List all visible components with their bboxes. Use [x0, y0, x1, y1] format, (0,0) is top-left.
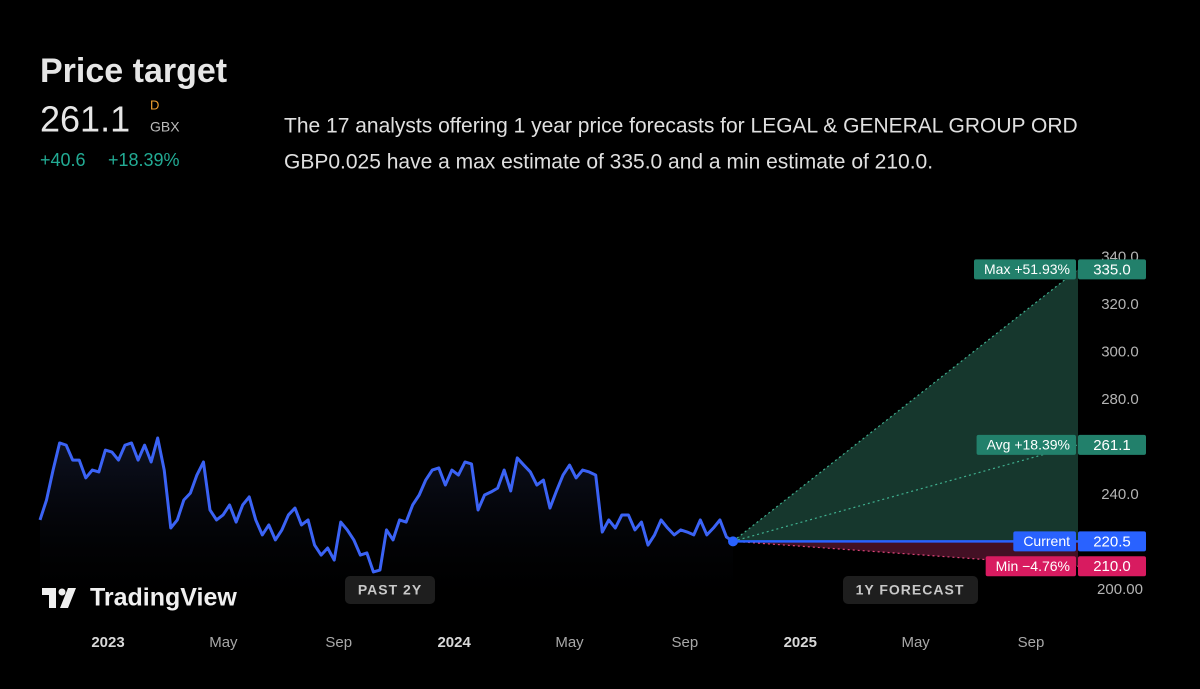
- x-tick-label: May: [901, 634, 930, 651]
- y-tick-label: 280.0: [1101, 391, 1139, 408]
- button-label[interactable]: PAST 2Y: [358, 582, 422, 598]
- currency: GBX: [150, 119, 180, 135]
- tag-value-bg: [1078, 434, 1146, 455]
- tag-label-bg: [974, 259, 1076, 280]
- tag-value-bg: [1078, 556, 1146, 577]
- change-pct: +18.39%: [108, 150, 180, 170]
- button-bg[interactable]: [843, 576, 978, 604]
- tag-label: Min −4.76%: [996, 558, 1070, 574]
- x-tick-label: Sep: [672, 634, 699, 651]
- price: 261.1: [40, 99, 130, 140]
- price-line: [38, 436, 734, 574]
- forecast-tag: Min −4.76% 210.0: [985, 556, 1146, 577]
- price-flag: D: [150, 97, 159, 112]
- x-tick-label: May: [555, 634, 584, 651]
- logo-text: TradingView: [90, 584, 237, 612]
- price-area: [40, 438, 733, 610]
- forecast-tag: Current 220.5: [1013, 531, 1146, 552]
- logo: TradingView: [42, 584, 237, 612]
- forecast-tag: Max +51.93% 335.0: [974, 259, 1146, 280]
- logo-icon: [42, 588, 76, 608]
- y-tick-label: 240.0: [1101, 486, 1139, 503]
- description: The 17 analysts offering 1 year price fo…: [284, 115, 1078, 138]
- tag-value: 261.1: [1093, 437, 1131, 454]
- tag-label: Max +51.93%: [984, 261, 1070, 277]
- tag-label: Current: [1023, 533, 1070, 549]
- x-tick-label: Sep: [325, 634, 352, 651]
- forecast-tag: Avg +18.39% 261.1: [976, 434, 1146, 455]
- description: GBP0.025 have a max estimate of 335.0 an…: [284, 151, 933, 174]
- button-label[interactable]: 1Y FORECAST: [856, 582, 965, 598]
- forecast-up-area: [733, 269, 1078, 542]
- button-bg[interactable]: [345, 576, 435, 604]
- title: Price target: [40, 52, 227, 90]
- change: +40.6: [40, 150, 86, 170]
- y-tick-label: 320.0: [1101, 296, 1139, 313]
- range-buttons: PAST 2Y 1Y FORECAST: [345, 576, 978, 604]
- current-point: [728, 536, 738, 547]
- tag-value-bg: [1078, 259, 1146, 280]
- tag-value: 335.0: [1093, 261, 1131, 278]
- tag-label: Avg +18.39%: [987, 437, 1070, 453]
- x-tick-label: 2023: [91, 634, 124, 651]
- x-tick-label: 2024: [437, 634, 471, 651]
- logo-icon: [58, 588, 66, 596]
- y-tick-label: 300.0: [1101, 343, 1139, 360]
- tag-value-bg: [1078, 531, 1146, 552]
- forecast-line: [732, 268, 1079, 542]
- x-tick-label: Sep: [1018, 634, 1045, 651]
- x-tick-label: 2025: [784, 634, 817, 651]
- x-tick-label: May: [209, 634, 238, 651]
- tag-label-bg: [1013, 531, 1076, 552]
- tag-label-bg: [985, 556, 1076, 577]
- tag-value: 220.5: [1093, 533, 1131, 550]
- tag-label-bg: [976, 434, 1076, 455]
- tag-value: 210.0: [1093, 558, 1131, 575]
- y-tick-label: 200.00: [1097, 581, 1143, 598]
